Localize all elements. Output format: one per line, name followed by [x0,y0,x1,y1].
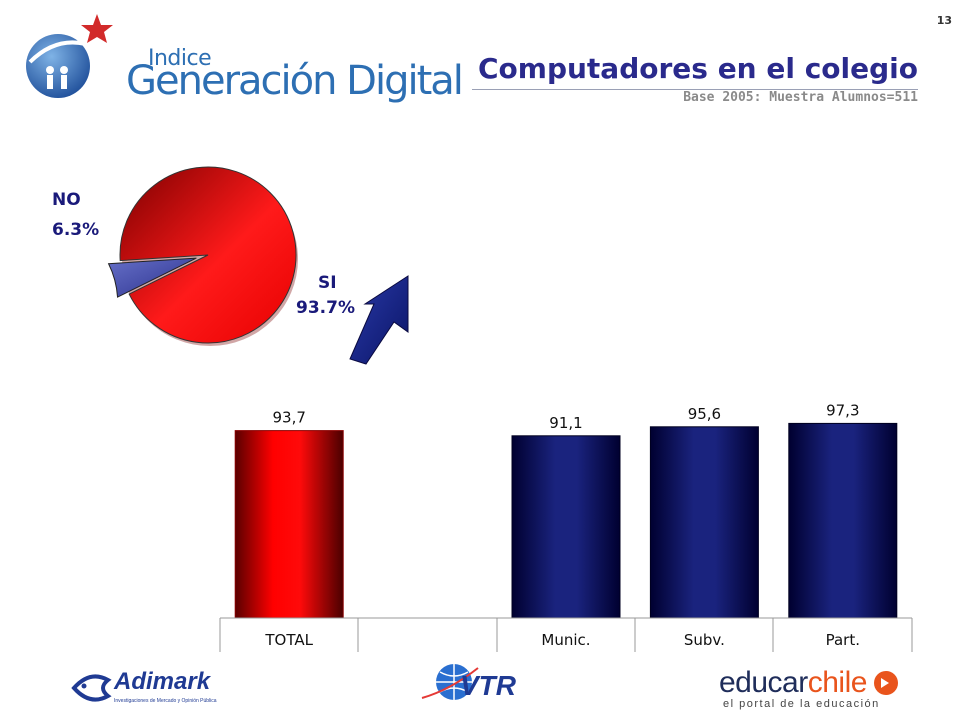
pie-label-si-value: 93.7% [296,298,355,318]
down-arrow-icon [349,275,409,365]
indice-generacion-digital-logo: Indice Generación Digital [20,12,464,104]
globe-people-icon [26,14,113,98]
bar-value-label: 95,6 [688,405,721,423]
x-tick-label: Subv. [684,631,725,649]
vtr-text: VTR [460,670,516,701]
title-divider [472,89,918,90]
vtr-logo: VTR [420,660,550,708]
educarchile-text: educarchile [719,666,867,700]
adimark-text: Adimark [114,668,211,695]
pie-label-no-name: NO [52,190,81,210]
page-number: 13 [936,14,952,27]
page-title: Computadores en el colegio [477,52,918,85]
x-tick-label: TOTAL [264,631,313,649]
bar-chart: 93,7 TOTAL 91,1 Munic. 95,6 Subv. 97,3 Part. [219,401,913,652]
adimark-subtext: Investigaciones de Mercado y Opinión Púb… [114,698,217,704]
arrow-circle-icon [874,671,898,695]
pie-slice-no [107,257,197,298]
educar-text: educar [719,666,808,699]
vtr-globe-icon [421,664,479,700]
x-tick-label: Munic. [541,631,590,649]
bar-total [234,430,344,619]
logo-main-text: Generación Digital [126,58,464,104]
logo-indice-text: Indice [148,46,212,71]
fish-logo-icon [71,674,112,702]
pie-slice-si [119,166,297,344]
page-subtitle: Base 2005: Muestra Alumnos=511 [683,90,918,105]
pie-label-si-name: SI [318,273,337,293]
bar-munic [511,435,621,619]
bar-value-label: 91,1 [549,414,582,432]
educarchile-subtext: el portal de la educación [723,698,880,710]
educarchile-logo: educarchile el portal de la educación [715,664,905,714]
x-tick-label: Part. [826,631,860,649]
adimark-logo: Adimark Investigaciones de Mercado y Opi… [70,662,217,712]
bar-subv [649,426,759,619]
bar-part [788,422,898,619]
bar-value-label: 97,3 [826,401,859,419]
bar-value-label: 93,7 [272,409,305,427]
pie-chart: NO 6.3% SI 93.7% [52,166,409,365]
chile-text: chile [807,666,868,699]
pie-label-no-value: 6.3% [52,220,99,240]
